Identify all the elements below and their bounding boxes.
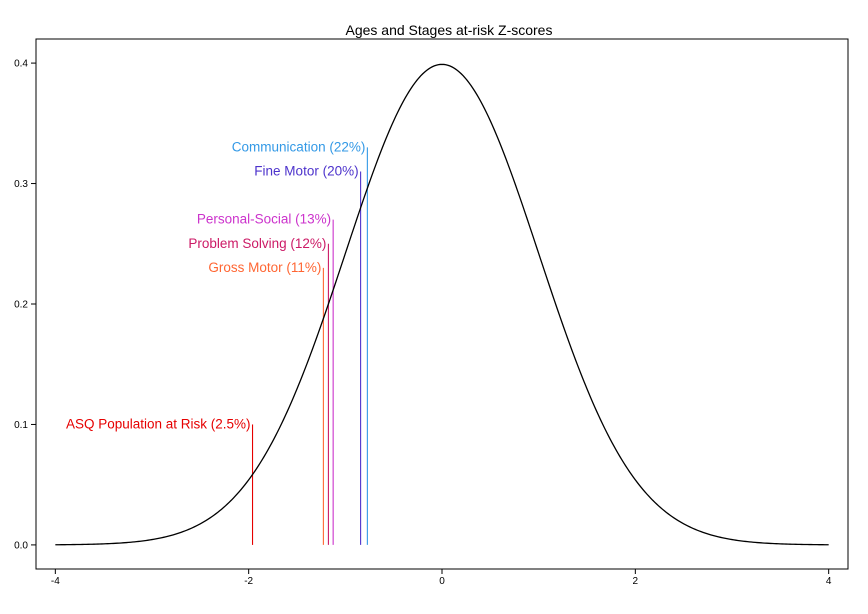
density-curve	[55, 63, 829, 546]
y-tick-label: 0.0	[14, 540, 28, 551]
annotation-label: Personal-Social (13%)	[197, 212, 331, 227]
annotation-label: Problem Solving (12%)	[188, 236, 326, 251]
x-tick-label: 4	[826, 576, 832, 587]
x-tick-label: -4	[51, 576, 60, 587]
y-tick-label: 0.2	[14, 300, 28, 311]
annotation-label: Fine Motor (20%)	[254, 164, 358, 179]
y-tick-label: 0.1	[14, 420, 28, 431]
y-axis: 0.0 0.1 0.2 0.3 0.4	[14, 59, 36, 551]
annotation-label: Communication (22%)	[232, 139, 366, 154]
x-axis: -4 -2 0 2 4	[51, 569, 832, 587]
x-tick-label: 0	[439, 576, 445, 587]
x-tick-label: 2	[633, 576, 639, 587]
chart-title: Ages and Stages at-risk Z-scores	[346, 22, 553, 38]
plot-frame	[35, 38, 849, 570]
y-tick-label: 0.4	[14, 59, 28, 70]
annotations: Communication (22%) Fine Motor (20%) Perso…	[66, 139, 368, 545]
annotation-label: Gross Motor (11%)	[208, 260, 321, 275]
annotation-label: ASQ Population at Risk (2.5%)	[66, 416, 251, 431]
y-tick-label: 0.3	[14, 179, 28, 190]
x-tick-label: -2	[244, 576, 253, 587]
